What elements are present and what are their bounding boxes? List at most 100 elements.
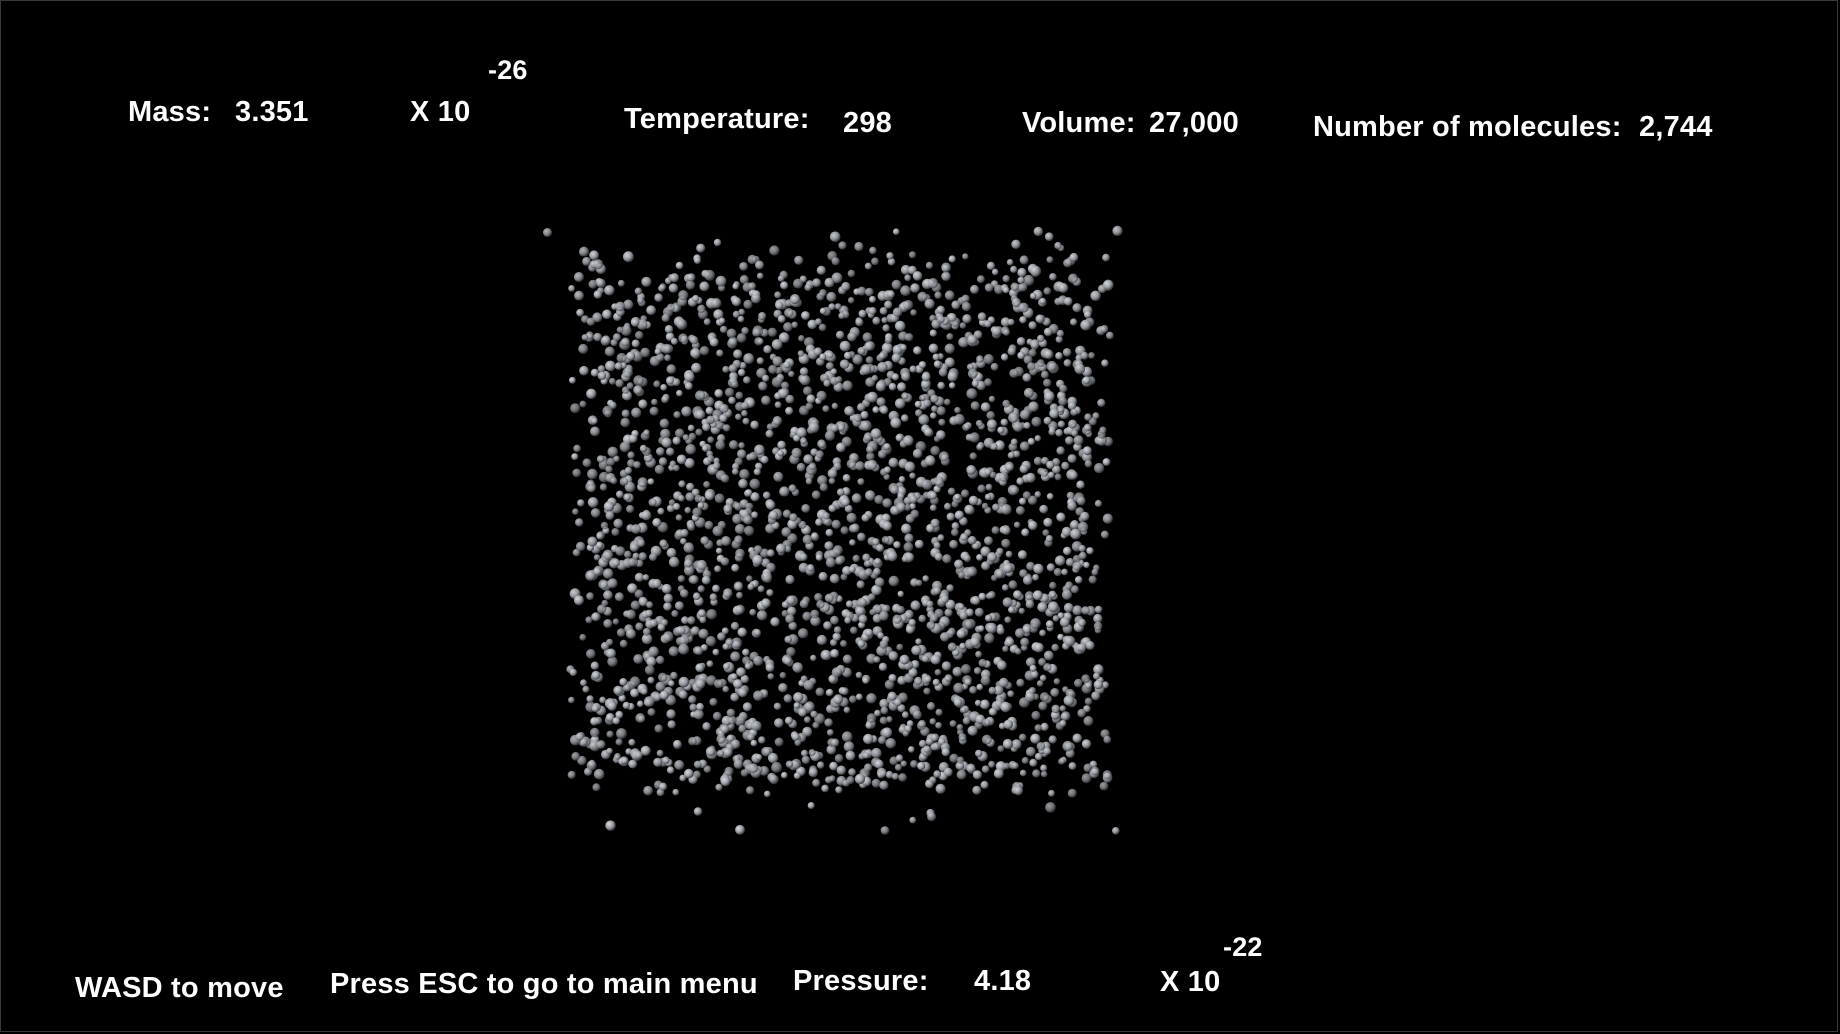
molecule: [867, 459, 878, 471]
molecule: [543, 228, 552, 237]
molecule: [684, 768, 694, 779]
molecule: [677, 575, 685, 583]
molecule: [580, 679, 587, 687]
molecule: [853, 413, 862, 422]
molecule: [761, 571, 772, 583]
molecule: [1093, 462, 1105, 474]
molecule: [824, 541, 834, 551]
molecule: [1042, 529, 1050, 537]
molecule: [738, 724, 747, 733]
molecule: [1002, 399, 1011, 408]
molecule: [1043, 747, 1051, 755]
molecule: [850, 523, 860, 533]
molecule: [825, 557, 836, 568]
molecule: [857, 478, 865, 486]
molecule: [1039, 692, 1050, 702]
molecule: [937, 315, 945, 324]
molecule: [951, 300, 961, 310]
molecule: [641, 633, 653, 645]
molecule: [1074, 363, 1086, 375]
molecule: [987, 552, 998, 563]
molecule: [922, 479, 933, 490]
molecule: [648, 498, 657, 507]
molecule: [635, 751, 643, 759]
molecule: [744, 525, 755, 536]
molecule: [781, 771, 788, 779]
molecule: [959, 642, 967, 650]
molecule: [926, 621, 936, 630]
molecule: [888, 575, 900, 587]
molecule: [1102, 513, 1113, 524]
molecule: [721, 627, 729, 635]
molecule: [938, 451, 950, 462]
molecule-viewport[interactable]: [530, 225, 1170, 845]
molecule: [905, 333, 914, 342]
molecule: [1033, 563, 1044, 574]
molecule: [762, 491, 771, 500]
molecule: [1012, 762, 1019, 770]
molecule: [798, 707, 807, 717]
molecule: [891, 373, 900, 381]
molecule: [798, 335, 805, 342]
molecule: [892, 614, 902, 624]
molecule: [848, 565, 856, 573]
molecule: [1000, 418, 1008, 426]
molecule: [758, 736, 766, 744]
molecule: [662, 756, 670, 764]
molecule: [602, 309, 612, 320]
molecule: [624, 466, 633, 475]
molecule: [797, 628, 809, 639]
molecule: [857, 286, 867, 296]
molecule: [643, 429, 650, 436]
molecule: [802, 534, 813, 545]
molecule: [736, 591, 743, 599]
molecule: [658, 672, 668, 682]
molecule: [1001, 526, 1011, 535]
molecule: [679, 774, 687, 782]
molecule: [878, 352, 886, 360]
molecule: [863, 752, 870, 759]
molecule: [947, 313, 957, 322]
molecule: [1043, 349, 1054, 360]
molecule: [620, 417, 630, 428]
molecule: [621, 757, 629, 765]
molecule: [774, 718, 784, 728]
molecule: [1062, 740, 1074, 752]
molecule: [705, 636, 717, 647]
molecule: [890, 417, 902, 429]
molecule: [930, 613, 939, 622]
molecule: [657, 623, 666, 631]
molecule: [700, 536, 709, 545]
molecule: [1112, 225, 1123, 236]
molecule: [892, 228, 900, 235]
molecule: [883, 466, 891, 474]
molecule: [842, 654, 852, 664]
molecule: [877, 361, 888, 373]
molecule: [599, 483, 608, 491]
molecule: [871, 374, 879, 382]
molecule: [1092, 412, 1100, 420]
molecule: [785, 394, 795, 404]
molecule: [656, 447, 665, 456]
molecule: [819, 483, 828, 492]
molecule: [737, 315, 745, 323]
molecule: [982, 718, 991, 727]
molecule: [716, 349, 724, 357]
molecule: [871, 257, 879, 266]
molecule: [680, 538, 687, 545]
molecule: [933, 542, 941, 550]
molecule: [601, 335, 611, 345]
molecule: [932, 353, 940, 361]
molecule: [1046, 460, 1055, 470]
pressure-label: Pressure:: [793, 965, 929, 997]
molecule: [603, 501, 615, 512]
molecule: [1025, 746, 1036, 757]
molecule: [689, 575, 699, 584]
molecule: [986, 419, 998, 430]
molecule: [998, 472, 1009, 482]
molecule: [778, 332, 790, 343]
molecule: [1039, 504, 1049, 514]
molecule: [679, 635, 690, 646]
molecule: [1002, 645, 1009, 652]
molecule: [1090, 766, 1100, 776]
